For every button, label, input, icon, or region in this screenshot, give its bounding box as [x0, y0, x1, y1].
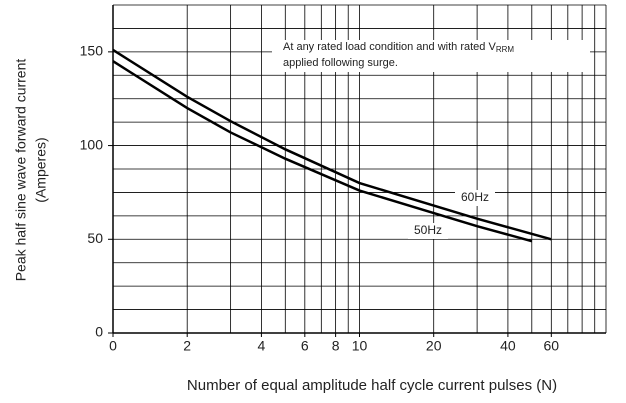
- series-label-bg: [408, 223, 448, 239]
- y-axis-label: (Amperes): [33, 137, 49, 202]
- y-tick-label: 100: [80, 136, 104, 152]
- series-label: 60Hz: [461, 190, 489, 204]
- annotation-box: [272, 40, 590, 72]
- y-axis-label: Peak half sine wave forward current: [13, 59, 29, 282]
- series-label: 50Hz: [414, 223, 442, 237]
- x-tick-label: 6: [301, 338, 309, 354]
- x-tick-label: 60: [544, 338, 560, 354]
- x-tick-label: 2: [183, 338, 191, 354]
- x-tick-label: 20: [426, 338, 442, 354]
- annotation-text: At any rated load condition and with rat…: [283, 41, 496, 53]
- x-tick-label: 8: [332, 338, 340, 354]
- series-label-bg: [455, 190, 495, 206]
- y-tick-label: 50: [87, 230, 103, 246]
- x-axis-label: Number of equal amplitude half cycle cur…: [187, 377, 557, 394]
- annotation: At any rated load condition and with rat…: [283, 41, 514, 54]
- y-tick-label: 150: [80, 43, 104, 59]
- annotation: applied following surge.: [283, 57, 398, 69]
- x-tick-label: 4: [258, 338, 266, 354]
- line: [112, 60, 533, 243]
- plot: 60Hz 50Hz: [112, 48, 552, 243]
- annotation-subscript: RRM: [496, 45, 515, 54]
- line: [112, 48, 552, 241]
- x-tick-label: 0: [109, 338, 117, 354]
- x-tick-label: 40: [500, 338, 516, 354]
- y-tick-label: 0: [95, 324, 103, 340]
- x-tick-label: 10: [352, 338, 368, 354]
